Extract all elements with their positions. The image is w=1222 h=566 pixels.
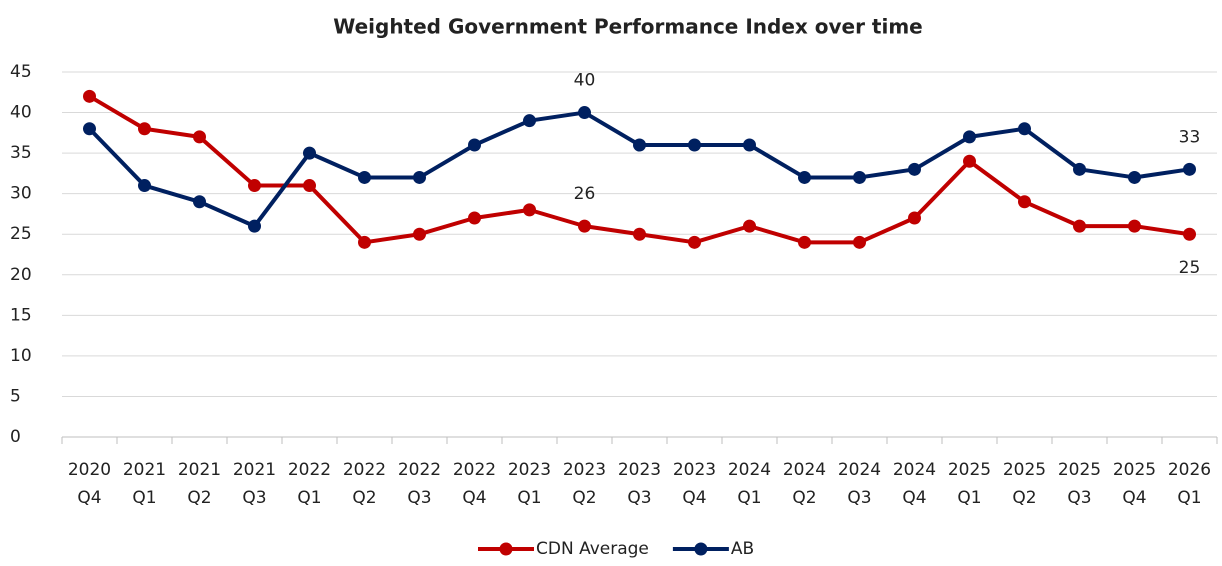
x-tick-label: 2025 Q2 <box>1003 460 1046 508</box>
x-tick-label: 2021 Q3 <box>233 460 276 508</box>
y-tick-label: 0 <box>10 427 21 447</box>
x-tick-label: 2023 Q1 <box>508 460 551 508</box>
x-tick-label: 2021 Q1 <box>123 460 166 508</box>
data-point <box>413 170 426 184</box>
y-tick-label: 30 <box>10 184 32 204</box>
y-tick-label: 5 <box>10 386 21 406</box>
data-point <box>1128 219 1141 233</box>
x-tick-label: 2023 Q2 <box>563 460 606 508</box>
x-tick-label: 2025 Q1 <box>948 460 991 508</box>
data-point <box>688 138 701 152</box>
data-point <box>523 203 536 217</box>
data-label: 40 <box>574 71 596 91</box>
data-label: 26 <box>574 184 596 204</box>
data-point <box>138 122 151 136</box>
data-point <box>578 219 591 233</box>
x-tick-label: 2022 Q3 <box>398 460 441 508</box>
y-tick-label: 15 <box>10 305 32 325</box>
data-point <box>1073 219 1086 233</box>
y-tick-label: 20 <box>10 265 32 285</box>
data-point <box>193 195 206 209</box>
data-point <box>1018 195 1031 209</box>
x-tick-label: 2024 Q2 <box>783 460 826 508</box>
data-label: 33 <box>1179 127 1201 147</box>
data-point <box>743 138 756 152</box>
data-point <box>413 227 426 241</box>
data-point <box>303 179 316 193</box>
data-point <box>963 130 976 144</box>
data-point <box>853 170 866 184</box>
y-tick-label: 45 <box>10 62 32 82</box>
x-tick-label: 2022 Q2 <box>343 460 386 508</box>
legend-marker <box>694 542 708 556</box>
x-tick-label: 2022 Q4 <box>453 460 496 508</box>
data-point <box>688 235 701 249</box>
data-point <box>193 130 206 144</box>
data-point <box>1183 227 1196 241</box>
data-point <box>303 146 316 160</box>
data-point <box>248 179 261 193</box>
data-point <box>633 227 646 241</box>
x-tick-label: 2024 Q1 <box>728 460 771 508</box>
data-point <box>468 211 481 225</box>
x-tick-label: 2025 Q3 <box>1058 460 1101 508</box>
data-point <box>1018 122 1031 136</box>
data-point <box>743 219 756 233</box>
legend-label: CDN Average <box>536 539 649 559</box>
x-tick-label: 2020 Q4 <box>68 460 111 508</box>
data-point <box>248 219 261 233</box>
data-point <box>908 162 921 176</box>
data-point <box>853 235 866 249</box>
data-point <box>963 154 976 168</box>
data-point <box>798 170 811 184</box>
data-label: 25 <box>1179 258 1201 278</box>
y-tick-label: 40 <box>10 103 32 123</box>
data-point <box>908 211 921 225</box>
chart-title: Weighted Government Performance Index ov… <box>333 15 923 39</box>
x-tick-label: 2023 Q4 <box>673 460 716 508</box>
data-point <box>798 235 811 249</box>
x-tick-label: 2024 Q3 <box>838 460 881 508</box>
x-tick-label: 2021 Q2 <box>178 460 221 508</box>
data-point <box>633 138 646 152</box>
data-point <box>1073 162 1086 176</box>
y-tick-label: 35 <box>10 143 32 163</box>
legend-label: AB <box>731 539 754 559</box>
data-point <box>138 179 151 193</box>
y-tick-label: 25 <box>10 224 32 244</box>
data-point <box>523 114 536 128</box>
data-point <box>578 106 591 120</box>
data-point <box>1128 170 1141 184</box>
x-tick-label: 2024 Q4 <box>893 460 936 508</box>
legend-marker <box>499 542 513 556</box>
data-point <box>83 89 96 103</box>
data-point <box>358 170 371 184</box>
data-point <box>468 138 481 152</box>
data-point <box>83 122 96 136</box>
x-tick-label: 2023 Q3 <box>618 460 661 508</box>
x-tick-label: 2026 Q1 <box>1168 460 1211 508</box>
x-tick-label: 2025 Q4 <box>1113 460 1156 508</box>
data-point <box>1183 162 1196 176</box>
data-point <box>358 235 371 249</box>
y-tick-label: 10 <box>10 346 32 366</box>
x-tick-label: 2022 Q1 <box>288 460 331 508</box>
